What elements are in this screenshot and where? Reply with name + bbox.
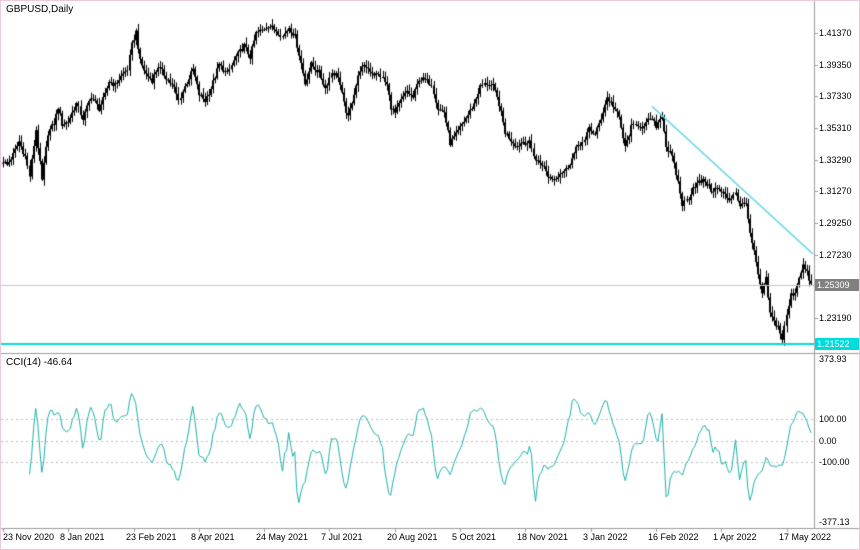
cci-max-label: 373.93 [819,354,847,364]
cci-level-label: -100.00 [819,457,850,467]
price-axis-label: 1.39350 [819,60,852,70]
bid-price-badge: 1.25309 [815,279,859,291]
date-axis-label: 16 Feb 2022 [648,532,699,542]
horizontal-line-price-badge: 1.21522 [815,338,859,350]
price-axis-label: 1.33290 [819,155,852,165]
price-axis-label: 1.37330 [819,91,852,101]
price-axis-label: 1.35310 [819,123,852,133]
date-axis-label: 23 Nov 2020 [3,532,55,542]
date-axis-label: 1 Apr 2022 [713,532,757,542]
cci-min-label: -377.13 [819,517,850,527]
date-axis-label: 18 Nov 2021 [517,532,569,542]
date-axis-label: 20 Aug 2021 [387,532,438,542]
price-axis-label: 1.31270 [819,186,852,196]
cci-level-label: 0.00 [819,436,837,446]
cci-indicator-label: CCI(14) -46.64 [6,357,73,368]
date-axis-label: 7 Jul 2021 [321,532,363,542]
symbol-timeframe-title: GBPUSD,Daily [6,4,74,15]
date-axis-label: 17 May 2022 [779,532,832,542]
date-axis-label: 8 Jan 2021 [60,532,105,542]
date-axis-label: 24 May 2021 [256,532,309,542]
price-axis-label: 1.23190 [819,313,852,323]
date-axis-label: 5 Oct 2021 [452,532,497,542]
cci-level-label: 100.00 [819,414,847,424]
price-axis-label: 1.29250 [819,218,852,228]
price-axis-label: 1.41370 [819,28,852,38]
date-axis-label: 8 Apr 2021 [191,532,235,542]
date-axis-label: 3 Jan 2022 [583,532,628,542]
price-axis-label: 1.27230 [819,250,852,260]
date-axis-label: 23 Feb 2021 [126,532,177,542]
